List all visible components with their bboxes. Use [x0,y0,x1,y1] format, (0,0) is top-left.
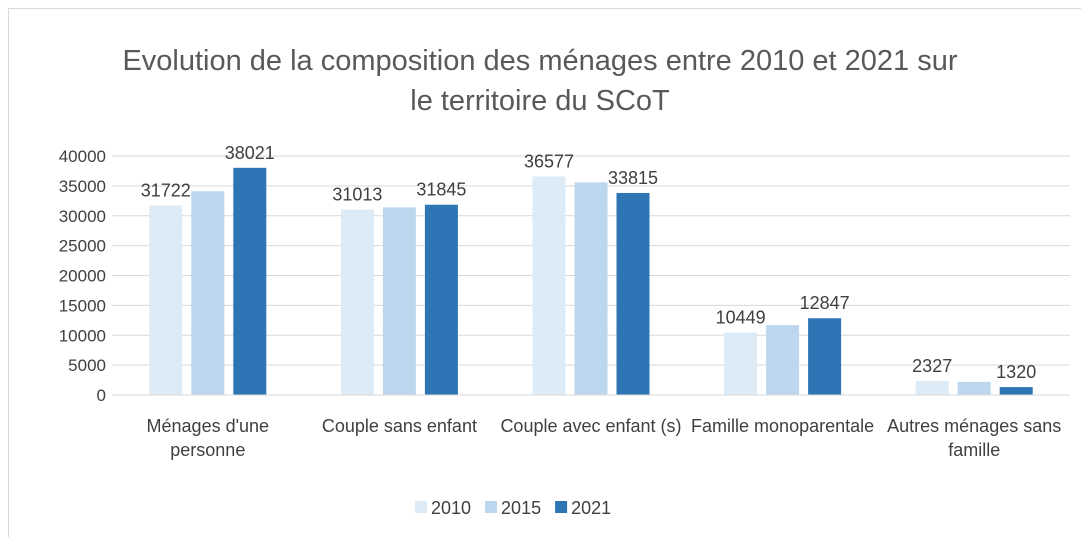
y-tick-label: 30000 [59,207,106,226]
data-label: 31845 [416,180,466,200]
bar [382,207,416,395]
data-label: 1320 [996,362,1036,382]
legend-swatch [485,501,498,513]
bar [574,182,608,395]
x-tick-label: Famille monoparentale [691,416,874,436]
bar [233,167,267,395]
data-label: 36577 [524,151,574,171]
bar [149,205,183,395]
y-tick-label: 40000 [59,147,106,166]
y-tick-label: 25000 [59,237,106,256]
data-label: 2327 [912,356,952,376]
bar [191,191,225,395]
data-label: 38021 [225,143,275,163]
legend-swatch [555,501,568,513]
y-tick-label: 5000 [68,356,106,375]
bar [999,387,1033,395]
chart-title: Evolution de la composition des ménages … [122,45,957,117]
bar [724,332,758,395]
x-tick-label: Couple avec enfant (s) [500,416,681,436]
data-label: 10449 [716,308,766,328]
bar [766,325,800,395]
bar [532,176,566,395]
bar [808,318,842,395]
legend-swatch [415,501,427,513]
y-tick-label: 15000 [59,296,106,315]
data-label: 31013 [332,185,382,205]
bar [424,204,458,395]
bar [340,209,374,395]
data-label: 31722 [141,180,191,200]
bar [616,192,650,395]
x-tick-label: Ménages d'une personne [147,416,270,460]
y-tick-label: 35000 [59,177,106,196]
legend-label: 2015 [501,498,541,518]
x-tick-label: Autres ménages sans famille [887,416,1061,460]
bar [915,381,949,395]
x-tick-label: Couple sans enfant [322,416,477,436]
data-label: 33815 [608,168,658,188]
legend-label: 2021 [571,498,611,518]
y-tick-label: 0 [97,386,106,405]
legend-label: 2010 [431,498,471,518]
y-tick-label: 20000 [59,267,106,286]
data-label: 12847 [800,293,850,313]
y-tick-label: 10000 [59,326,106,345]
bar [957,381,991,395]
